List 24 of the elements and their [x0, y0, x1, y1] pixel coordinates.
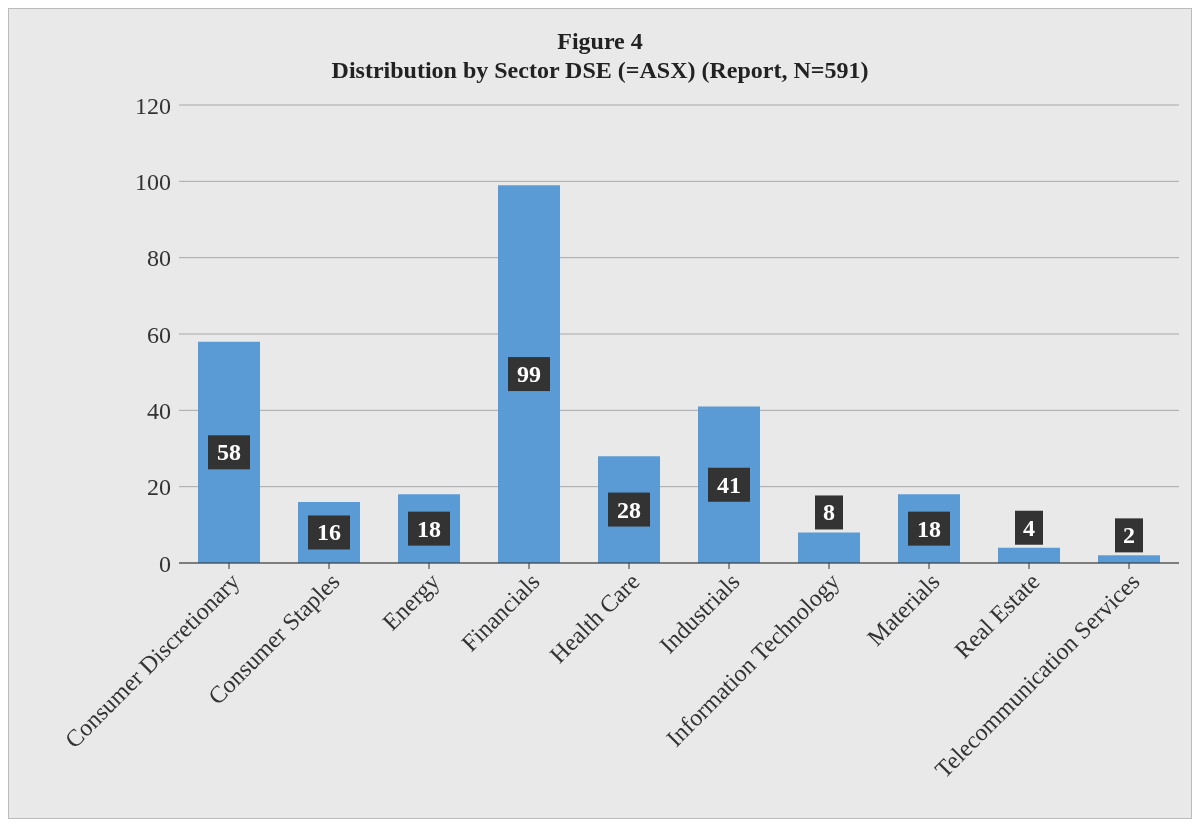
data-label: 99: [517, 361, 541, 388]
data-label: 16: [317, 519, 341, 546]
data-label: 2: [1123, 522, 1135, 549]
y-tick-label: 120: [135, 92, 171, 119]
chart-title: Figure 4: [556, 27, 644, 56]
y-tick-label: 80: [147, 245, 171, 272]
bar: [998, 547, 1060, 563]
bar: [798, 532, 860, 563]
y-tick-label: 100: [135, 168, 171, 195]
data-label: 18: [417, 515, 441, 542]
bar: [498, 185, 560, 563]
data-label: 18: [917, 515, 941, 542]
data-label: 8: [823, 499, 835, 526]
data-label: 28: [617, 496, 641, 523]
chart-subtitle: Distribution by Sector DSE (=ASX) (Report, N=591): [330, 56, 870, 85]
y-tick-label: 20: [147, 474, 171, 501]
bar: [1098, 555, 1160, 563]
data-label: 4: [1023, 514, 1035, 541]
data-label: 58: [217, 439, 241, 466]
y-tick-label: 60: [147, 321, 171, 348]
y-tick-label: 0: [159, 550, 171, 577]
y-tick-label: 40: [147, 397, 171, 424]
data-label: 41: [717, 471, 741, 498]
bar: [198, 341, 260, 563]
